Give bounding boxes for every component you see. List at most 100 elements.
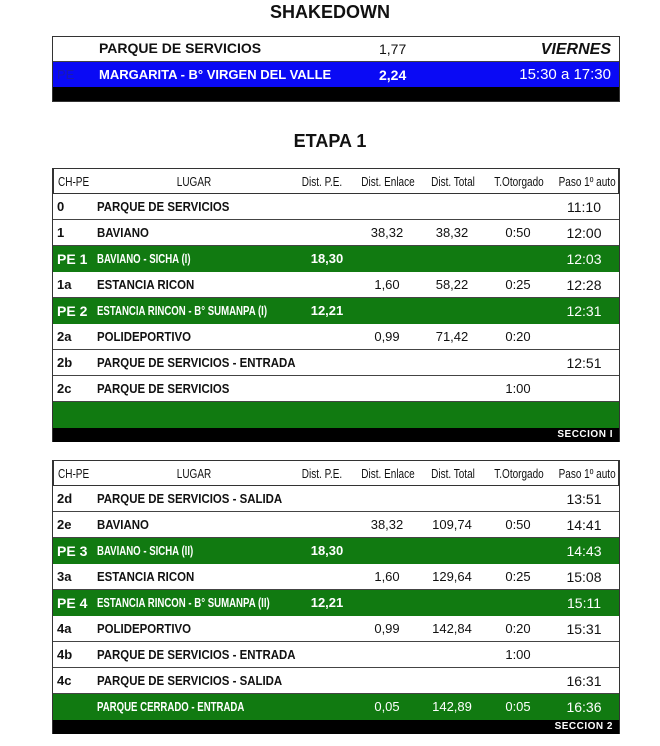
shakedown-table: PARQUE DE SERVICIOS 1,77 VIERNES PE MARG… (52, 36, 620, 102)
section-label: SECCION 2 (53, 720, 619, 734)
dist-total: 142,89 (432, 699, 472, 714)
shakedown-row: PARQUE DE SERVICIOS 1,77 VIERNES (53, 37, 619, 62)
paso: 16:31 (566, 673, 602, 689)
section-label: SECCION I (53, 428, 619, 442)
dist-pe: 12,21 (310, 595, 344, 610)
header-dist-enlace: Dist. Enlace (361, 467, 415, 481)
t-otorgado: 0:50 (505, 225, 531, 240)
table-row: 4c PARQUE DE SERVICIOS - SALIDA 16:31 (53, 668, 619, 694)
lugar: MARGARITA - B° VIRGEN DEL VALLE (99, 67, 332, 82)
paso: 12:28 (566, 277, 602, 293)
t-otorgado: 0:50 (505, 517, 531, 532)
dist-enlace: 0,99 (374, 329, 400, 344)
lugar: POLIDEPORTIVO (97, 329, 192, 344)
t-otorgado: 1:00 (505, 647, 531, 662)
etapa-title: ETAPA 1 (293, 131, 367, 151)
dist-enlace: 38,32 (370, 225, 404, 240)
dist-pe: 18,30 (310, 543, 344, 558)
dist-enlace: 0,99 (374, 621, 400, 636)
paso: 14:41 (566, 517, 602, 533)
dist-total: 109,74 (432, 517, 472, 532)
dist-enlace: 38,32 (370, 517, 404, 532)
lugar: ESTANCIA RICON (97, 569, 195, 584)
paso: 15:31 (566, 621, 602, 637)
lugar: POLIDEPORTIVO (97, 621, 192, 636)
header-ch-pe: CH-PE (58, 175, 90, 189)
lugar: PARQUE DE SERVICIOS (97, 199, 230, 214)
ch-pe: 2e (57, 517, 72, 532)
dist-pe: 12,21 (310, 303, 344, 318)
day: VIERNES (540, 41, 611, 58)
dist-total: 71,42 (435, 329, 469, 344)
header-t-otorgado: T.Otorgado (494, 175, 544, 189)
lugar: ESTANCIA RINCON - B° SUMANPA (II) (97, 595, 270, 610)
dist-enlace: 1,60 (374, 277, 400, 292)
black-bar (53, 87, 619, 101)
pe-row: PARQUE CERRADO - ENTRADA 0,05 142,89 0:05 16… (53, 694, 619, 720)
pe-row: PE 1 BAVIANO - SICHA (I) 18,30 12:03 (53, 246, 619, 272)
dist-total: 142,84 (432, 621, 472, 636)
pe-row: PE 4 ESTANCIA RINCON - B° SUMANPA (II) 12,… (53, 590, 619, 616)
code: PE (57, 67, 75, 82)
paso: 13:51 (566, 491, 602, 507)
table-row: 1 BAVIANO 38,32 38,32 0:50 12:00 (53, 220, 619, 246)
paso: 14:43 (566, 543, 602, 559)
table-row: 2e BAVIANO 38,32 109,74 0:50 14:41 (53, 512, 619, 538)
paso: 15:08 (566, 569, 602, 585)
paso: 12:51 (566, 355, 602, 371)
shakedown-title: SHAKEDOWN (270, 2, 390, 22)
table-row: 3a ESTANCIA RICON 1,60 129,64 0:25 15:08 (53, 564, 619, 590)
ch-pe: 4a (57, 621, 72, 636)
table-row: 2c PARQUE DE SERVICIOS 1:00 (53, 376, 619, 402)
dist-pe: 18,30 (310, 251, 344, 266)
table-row: 4a POLIDEPORTIVO 0,99 142,84 0:20 15:31 (53, 616, 619, 642)
dist-total: 38,32 (435, 225, 469, 240)
header-lugar: LUGAR (176, 175, 212, 189)
dist-total: 129,64 (432, 569, 472, 584)
ch-pe: 2a (57, 329, 72, 344)
header-dist-total: Dist. Total (431, 467, 475, 481)
ch-pe: PE 3 (57, 543, 88, 559)
header-paso: Paso 1º auto (558, 175, 616, 189)
lugar: PARQUE DE SERVICIOS - SALIDA (97, 491, 283, 506)
t-otorgado: 0:05 (505, 699, 531, 714)
section-1-table: CH-PE LUGAR Dist. P.E. Dist. Enlace Dist. To… (52, 168, 620, 442)
pe-row: PE 3 BAVIANO - SICHA (II) 18,30 14:43 (53, 538, 619, 564)
t-otorgado: 0:20 (505, 621, 531, 636)
t-otorgado: 0:20 (505, 329, 531, 344)
paso: 16:36 (566, 699, 602, 715)
lugar: BAVIANO - SICHA (II) (97, 543, 194, 558)
dist-enlace: 1,60 (374, 569, 400, 584)
dist-enlace: 0,05 (374, 699, 400, 714)
ch-pe: 2c (57, 381, 72, 396)
t-otorgado: 0:25 (505, 569, 531, 584)
lugar: PARQUE DE SERVICIOS (97, 381, 230, 396)
dist: 2,24 (379, 67, 407, 83)
ch-pe: 4b (57, 647, 73, 662)
t-otorgado: 0:25 (505, 277, 531, 292)
lugar: PARQUE CERRADO - ENTRADA (97, 699, 245, 714)
lugar: PARQUE DE SERVICIOS - ENTRADA (97, 355, 296, 370)
lugar: ESTANCIA RICON (97, 277, 195, 292)
lugar: ESTANCIA RINCON - B° SUMANPA (I) (97, 303, 268, 318)
table-row: 2a POLIDEPORTIVO 0,99 71,42 0:20 (53, 324, 619, 350)
ch-pe: 1 (57, 225, 65, 240)
ch-pe: 3a (57, 569, 72, 584)
table-row: 1a ESTANCIA RICON 1,60 58,22 0:25 12:28 (53, 272, 619, 298)
table-row: 4b PARQUE DE SERVICIOS - ENTRADA 1:00 (53, 642, 619, 668)
paso: 15:11 (567, 595, 601, 611)
header-paso: Paso 1º auto (558, 467, 616, 481)
header-row: CH-PE LUGAR Dist. P.E. Dist. Enlace Dist. To… (53, 168, 619, 194)
header-dist-pe: Dist. P.E. (301, 175, 343, 189)
lugar: PARQUE DE SERVICIOS - ENTRADA (97, 647, 296, 662)
ch-pe: PE 2 (57, 303, 88, 319)
time: 15:30 a 17:30 (519, 66, 611, 83)
header-dist-total: Dist. Total (431, 175, 475, 189)
header-t-otorgado: T.Otorgado (494, 467, 544, 481)
paso: 12:00 (566, 225, 602, 241)
ch-pe: PE 1 (57, 251, 88, 267)
header-dist-pe: Dist. P.E. (301, 467, 343, 481)
pe-row (53, 402, 619, 428)
ch-pe: 4c (57, 673, 72, 688)
ch-pe: 2d (57, 491, 73, 506)
